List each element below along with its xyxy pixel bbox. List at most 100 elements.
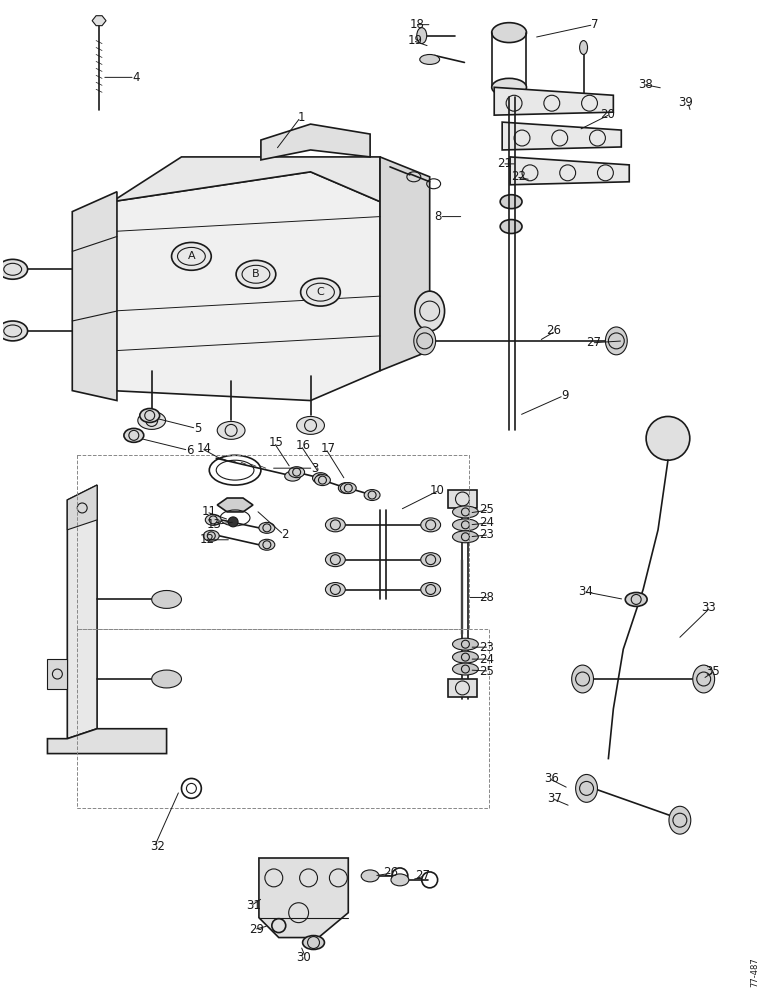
Ellipse shape bbox=[452, 531, 479, 543]
Text: 28: 28 bbox=[479, 591, 494, 604]
Text: 27: 27 bbox=[415, 869, 430, 882]
Text: 34: 34 bbox=[578, 585, 594, 598]
Ellipse shape bbox=[340, 483, 356, 494]
Text: 37: 37 bbox=[547, 792, 562, 805]
Text: 23: 23 bbox=[479, 528, 494, 541]
Ellipse shape bbox=[205, 514, 222, 525]
Text: 27: 27 bbox=[587, 336, 601, 349]
Text: 21: 21 bbox=[497, 157, 512, 170]
Ellipse shape bbox=[669, 806, 691, 834]
Text: 30: 30 bbox=[296, 951, 310, 964]
Text: 39: 39 bbox=[678, 96, 692, 109]
Text: 18: 18 bbox=[410, 18, 425, 31]
Ellipse shape bbox=[414, 327, 435, 355]
Ellipse shape bbox=[452, 638, 479, 650]
Polygon shape bbox=[67, 485, 97, 530]
Polygon shape bbox=[502, 122, 621, 150]
Ellipse shape bbox=[580, 41, 587, 54]
Ellipse shape bbox=[420, 54, 439, 64]
Text: 11: 11 bbox=[201, 505, 216, 518]
Ellipse shape bbox=[338, 483, 354, 494]
Ellipse shape bbox=[124, 428, 144, 442]
Text: 7: 7 bbox=[591, 18, 598, 31]
Circle shape bbox=[229, 517, 238, 527]
Text: 26: 26 bbox=[383, 866, 398, 879]
Text: 29: 29 bbox=[249, 923, 264, 936]
Text: 24: 24 bbox=[479, 516, 494, 529]
Text: 14: 14 bbox=[196, 442, 212, 455]
Text: 25: 25 bbox=[479, 503, 494, 516]
Polygon shape bbox=[510, 157, 629, 185]
Text: 15: 15 bbox=[269, 436, 284, 449]
Ellipse shape bbox=[421, 583, 441, 596]
Text: 16: 16 bbox=[296, 439, 310, 452]
Ellipse shape bbox=[259, 539, 275, 550]
Text: 10: 10 bbox=[430, 484, 445, 497]
Ellipse shape bbox=[289, 467, 305, 478]
Text: 26: 26 bbox=[546, 324, 560, 337]
Ellipse shape bbox=[421, 518, 441, 532]
Text: 8: 8 bbox=[435, 210, 442, 223]
Polygon shape bbox=[217, 498, 253, 512]
Ellipse shape bbox=[217, 421, 245, 439]
Ellipse shape bbox=[452, 519, 479, 531]
Text: 12: 12 bbox=[199, 533, 215, 546]
Polygon shape bbox=[73, 192, 117, 401]
Ellipse shape bbox=[361, 870, 379, 882]
Text: 23: 23 bbox=[479, 641, 494, 654]
Text: 32: 32 bbox=[150, 840, 164, 853]
Text: 9: 9 bbox=[561, 389, 569, 402]
Ellipse shape bbox=[452, 651, 479, 663]
Text: 1: 1 bbox=[298, 111, 306, 124]
Polygon shape bbox=[494, 87, 613, 115]
Ellipse shape bbox=[492, 78, 527, 96]
Ellipse shape bbox=[171, 242, 212, 270]
Ellipse shape bbox=[326, 518, 345, 532]
Text: B: B bbox=[252, 269, 259, 279]
Text: 17: 17 bbox=[320, 442, 336, 455]
Text: 13: 13 bbox=[206, 518, 221, 531]
Text: 31: 31 bbox=[246, 899, 261, 912]
Ellipse shape bbox=[314, 475, 330, 486]
Ellipse shape bbox=[500, 195, 522, 209]
Ellipse shape bbox=[285, 471, 300, 481]
Polygon shape bbox=[380, 157, 430, 371]
Polygon shape bbox=[112, 157, 380, 202]
Ellipse shape bbox=[0, 321, 28, 341]
Ellipse shape bbox=[236, 260, 276, 288]
Ellipse shape bbox=[415, 291, 445, 331]
Polygon shape bbox=[259, 858, 348, 938]
Ellipse shape bbox=[452, 506, 479, 518]
Polygon shape bbox=[92, 16, 106, 26]
Ellipse shape bbox=[576, 774, 598, 802]
Text: 19: 19 bbox=[408, 34, 423, 47]
Ellipse shape bbox=[313, 473, 328, 484]
Text: 5: 5 bbox=[194, 422, 201, 435]
Text: 22: 22 bbox=[511, 170, 526, 183]
Ellipse shape bbox=[152, 590, 181, 608]
Text: 20: 20 bbox=[601, 108, 615, 121]
Ellipse shape bbox=[692, 665, 715, 693]
Ellipse shape bbox=[417, 28, 427, 44]
Ellipse shape bbox=[421, 553, 441, 567]
Polygon shape bbox=[47, 729, 167, 754]
Ellipse shape bbox=[303, 936, 324, 949]
Text: 4: 4 bbox=[132, 71, 140, 84]
Text: C: C bbox=[317, 287, 324, 297]
Text: 25: 25 bbox=[479, 665, 494, 678]
Ellipse shape bbox=[625, 592, 647, 606]
Polygon shape bbox=[112, 172, 380, 401]
Ellipse shape bbox=[500, 220, 522, 233]
Text: 2: 2 bbox=[281, 528, 289, 541]
Polygon shape bbox=[67, 485, 97, 739]
Ellipse shape bbox=[137, 411, 166, 429]
Ellipse shape bbox=[296, 416, 324, 434]
Ellipse shape bbox=[492, 23, 527, 43]
Ellipse shape bbox=[571, 665, 594, 693]
Ellipse shape bbox=[203, 530, 219, 541]
Ellipse shape bbox=[605, 327, 628, 355]
Text: 3: 3 bbox=[311, 462, 319, 475]
Text: 38: 38 bbox=[638, 78, 653, 91]
Circle shape bbox=[646, 416, 690, 460]
Ellipse shape bbox=[452, 663, 479, 675]
